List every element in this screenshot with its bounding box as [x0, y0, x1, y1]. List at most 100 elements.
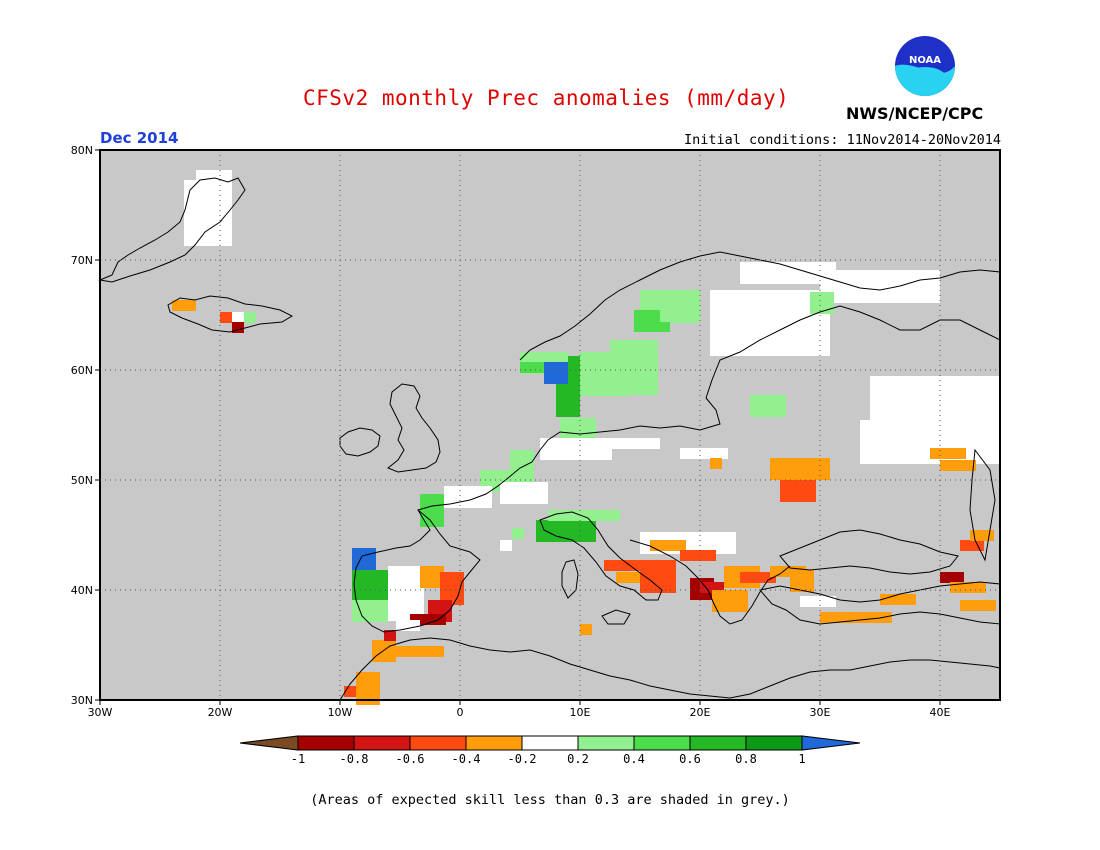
anomaly-cell — [500, 540, 512, 551]
anomaly-cell — [710, 458, 722, 469]
initial-conditions: Initial conditions: 11Nov2014-20Nov2014 — [684, 132, 1001, 148]
anomaly-cell — [244, 312, 256, 323]
anomaly-cell — [930, 448, 966, 459]
legend-tick-label: -1 — [291, 752, 305, 766]
anomaly-cell — [220, 312, 232, 323]
anomaly-cell — [396, 646, 444, 657]
legend-arrow-left — [239, 735, 299, 751]
legend-tick-label: -0.8 — [340, 752, 369, 766]
anomaly-cell — [970, 530, 994, 541]
anomaly-cell — [352, 600, 388, 622]
anomaly-cell — [680, 550, 716, 561]
lat-tick-label: 60N — [71, 364, 93, 377]
anomaly-cell — [940, 460, 976, 471]
legend-arrow-right — [801, 735, 861, 751]
graticule — [100, 150, 1000, 700]
anomaly-cell — [556, 384, 580, 417]
anomaly-cell — [372, 640, 396, 662]
anomaly-cell — [940, 572, 964, 583]
organization-label: NWS/NCEP/CPC — [846, 104, 984, 123]
legend-swatch — [521, 735, 579, 751]
anomaly-cell — [820, 270, 940, 303]
anomaly-cell — [396, 620, 420, 631]
anomaly-cell — [384, 630, 396, 641]
anomaly-cell — [512, 528, 524, 539]
lat-tick-label: 70N — [71, 254, 93, 267]
anomaly-cell — [560, 418, 596, 440]
anomaly-cell — [660, 300, 684, 322]
legend-swatch — [297, 735, 355, 751]
noaa-logo-icon: NOAA — [895, 36, 955, 96]
anomaly-cell — [880, 594, 916, 605]
lon-tick-label: 10W — [328, 706, 353, 719]
anomaly-cell — [770, 566, 806, 577]
legend-tick-label: -0.2 — [508, 752, 537, 766]
anomaly-cell — [196, 170, 232, 192]
anomaly-cell — [790, 570, 814, 592]
legend-swatch — [633, 735, 691, 751]
anomaly-cell — [950, 582, 986, 593]
lon-tick-label: 30E — [810, 706, 831, 719]
legend-tick-label: 0.4 — [623, 752, 645, 766]
anomaly-cell — [548, 510, 620, 521]
anomaly-cell — [568, 356, 580, 389]
legend-tick-label: 0.8 — [735, 752, 757, 766]
lat-tick-label: 30N — [71, 694, 93, 707]
anomaly-cell — [604, 560, 640, 571]
anomaly-cell — [700, 582, 724, 593]
anomaly-cell — [388, 566, 424, 621]
legend-swatch — [409, 735, 467, 751]
anomaly-cell — [232, 312, 244, 323]
lon-tick-label: 20W — [208, 706, 233, 719]
anomaly-cell — [640, 560, 676, 593]
anomaly-cell — [740, 262, 836, 284]
legend-tick-label: 1 — [798, 752, 805, 766]
lon-tick-label: 40E — [930, 706, 951, 719]
colorbar-legend: -1 -0.8 -0.6 -0.4 -0.2 0.2 0.4 0.6 0.8 1 — [239, 735, 861, 766]
anomaly-cell — [750, 395, 786, 417]
anomaly-cell — [232, 322, 244, 333]
anomaly-cell — [770, 458, 830, 480]
lon-tick-label: 30W — [88, 706, 113, 719]
plot-background — [100, 150, 1000, 700]
lon-tick-label: 10E — [570, 706, 591, 719]
legend-swatch — [689, 735, 747, 751]
lat-tick-label: 40N — [71, 584, 93, 597]
anomaly-cell — [352, 570, 388, 603]
anomaly-cell — [540, 438, 612, 460]
anomaly-cell — [536, 520, 596, 542]
anomaly-cell — [410, 614, 446, 625]
anomaly-cell — [616, 572, 640, 583]
map-title-text: CFSv2 monthly Prec anomalies (mm/day) — [303, 86, 790, 110]
anomaly-cell — [600, 438, 660, 449]
coastlines — [98, 177, 1001, 701]
anomaly-cell — [650, 540, 686, 551]
skill-footnote: (Areas of expected skill less than 0.3 a… — [310, 792, 790, 808]
anomaly-cell — [680, 448, 728, 459]
forecast-period: Dec 2014 — [100, 129, 179, 147]
legend-swatch — [577, 735, 635, 751]
legend-tick-label: -0.6 — [396, 752, 425, 766]
anomaly-cell — [444, 486, 492, 508]
legend-swatch — [353, 735, 411, 751]
anomaly-cell — [810, 292, 834, 314]
legend-tick-label: -0.4 — [452, 752, 481, 766]
anomaly-cell — [610, 340, 658, 395]
anomaly-cell — [780, 480, 816, 502]
anomaly-cell — [544, 362, 568, 384]
noaa-logo-text: NOAA — [909, 55, 941, 66]
anomaly-cell — [820, 612, 892, 623]
lat-tick-label: 50N — [71, 474, 93, 487]
anomaly-cell — [800, 596, 836, 607]
anomaly-cell — [420, 494, 444, 527]
lon-tick-label: 0 — [457, 706, 464, 719]
anomaly-cell — [580, 624, 592, 635]
plot-frame — [99, 149, 1001, 701]
anomaly-cells — [172, 170, 1028, 705]
anomaly-cell — [740, 572, 776, 583]
anomaly-cell — [960, 540, 984, 551]
legend-swatch — [745, 735, 803, 751]
anomaly-cell — [960, 600, 996, 611]
lon-tick-label: 20E — [690, 706, 711, 719]
legend-swatch — [465, 735, 523, 751]
